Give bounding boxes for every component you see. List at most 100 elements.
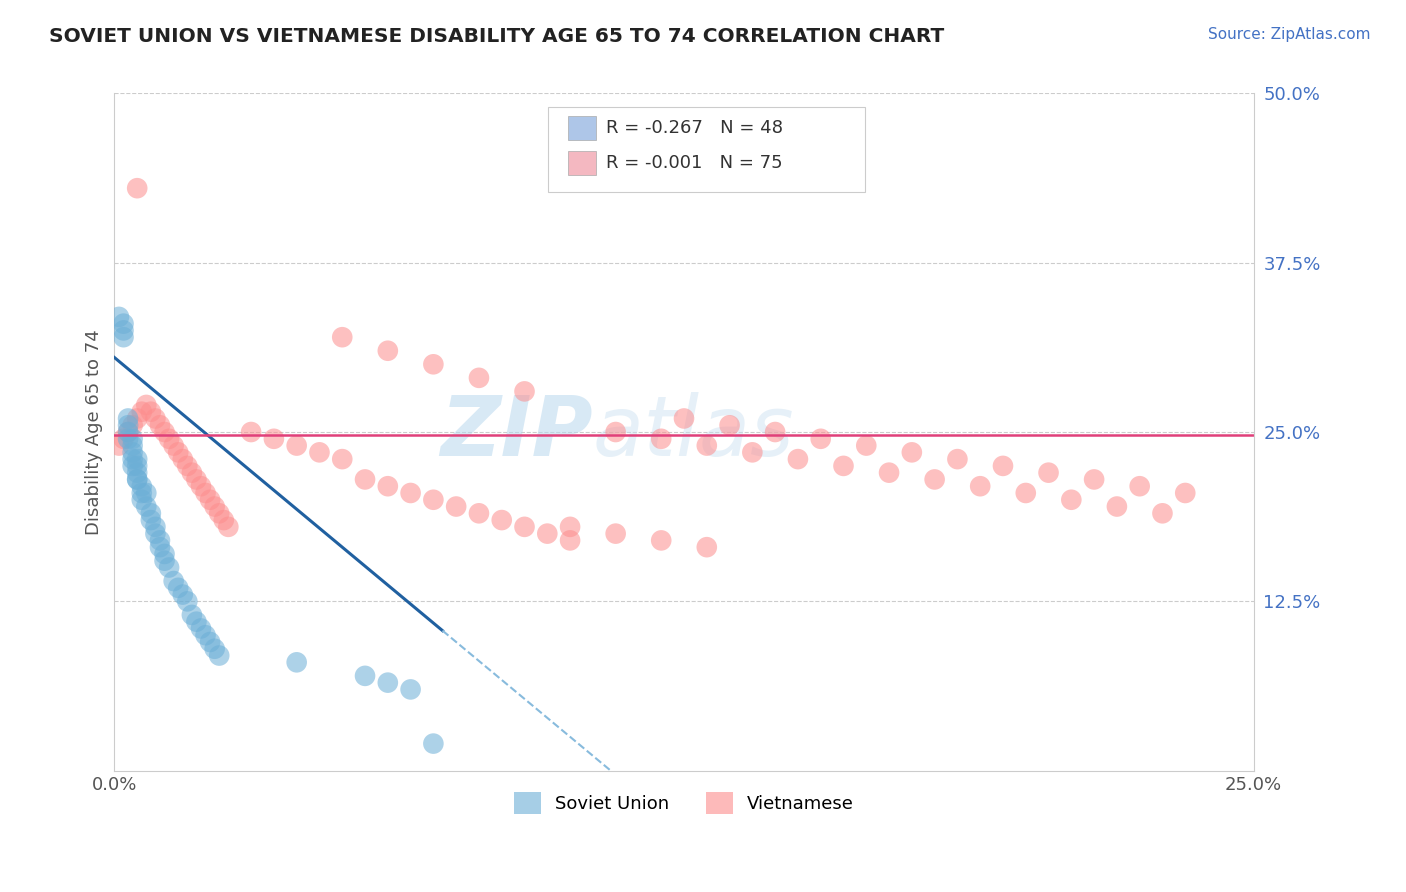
Point	[131, 479, 153, 493]
Point	[163, 439, 186, 453]
Point	[377, 343, 399, 358]
Point	[354, 472, 377, 486]
Point	[198, 492, 221, 507]
Point	[121, 432, 143, 446]
Point	[969, 479, 991, 493]
Point	[131, 486, 153, 500]
Point	[108, 439, 131, 453]
Point	[650, 432, 672, 446]
Point	[176, 458, 198, 473]
Text: atlas: atlas	[593, 392, 794, 473]
Point	[127, 472, 149, 486]
Point	[121, 418, 143, 433]
Point	[240, 425, 263, 439]
Point	[172, 452, 194, 467]
Point	[180, 466, 202, 480]
Point	[167, 445, 190, 459]
Point	[112, 330, 135, 344]
Point	[198, 635, 221, 649]
Point	[149, 418, 172, 433]
Point	[127, 411, 149, 425]
Point	[901, 445, 924, 459]
Text: Source: ZipAtlas.com: Source: ZipAtlas.com	[1208, 27, 1371, 42]
Point	[172, 588, 194, 602]
Point	[186, 472, 208, 486]
Point	[468, 371, 491, 385]
Point	[285, 439, 308, 453]
Point	[204, 641, 226, 656]
Point	[190, 622, 212, 636]
Point	[696, 540, 718, 554]
Point	[991, 458, 1014, 473]
Point	[167, 581, 190, 595]
Point	[330, 330, 353, 344]
Point	[832, 458, 855, 473]
Text: R = -0.267   N = 48: R = -0.267 N = 48	[606, 119, 783, 136]
Point	[186, 615, 208, 629]
Point	[139, 405, 162, 419]
Point	[330, 452, 353, 467]
Point	[787, 452, 810, 467]
Point	[108, 310, 131, 324]
Point	[1038, 466, 1060, 480]
Point	[1129, 479, 1152, 493]
Point	[763, 425, 786, 439]
Point	[855, 439, 877, 453]
Point	[135, 500, 157, 514]
Point	[127, 472, 149, 486]
Point	[112, 323, 135, 337]
Point	[208, 648, 231, 663]
Point	[153, 425, 176, 439]
Point	[924, 472, 946, 486]
Point	[131, 492, 153, 507]
Point	[672, 411, 695, 425]
Point	[1152, 506, 1174, 520]
Point	[354, 669, 377, 683]
Point	[194, 486, 217, 500]
Point	[285, 656, 308, 670]
Point	[536, 526, 558, 541]
Point	[194, 628, 217, 642]
Point	[204, 500, 226, 514]
Point	[127, 458, 149, 473]
Point	[208, 506, 231, 520]
Point	[741, 445, 763, 459]
Text: R = -0.001   N = 75: R = -0.001 N = 75	[606, 154, 783, 172]
Point	[605, 425, 627, 439]
Point	[149, 533, 172, 548]
Point	[117, 411, 139, 425]
Point	[127, 466, 149, 480]
Point	[558, 520, 581, 534]
Point	[157, 560, 180, 574]
Point	[1174, 486, 1197, 500]
Point	[217, 520, 239, 534]
Point	[399, 682, 422, 697]
Point	[139, 513, 162, 527]
Point	[605, 526, 627, 541]
Point	[877, 466, 900, 480]
Point	[117, 418, 139, 433]
Legend: Soviet Union, Vietnamese: Soviet Union, Vietnamese	[505, 782, 863, 822]
Point	[117, 425, 139, 439]
Point	[117, 425, 139, 439]
Point	[422, 357, 444, 371]
Point	[112, 432, 135, 446]
Point	[422, 492, 444, 507]
Point	[112, 317, 135, 331]
Point	[139, 506, 162, 520]
Point	[718, 418, 741, 433]
Point	[468, 506, 491, 520]
Text: ZIP: ZIP	[440, 392, 593, 473]
Point	[558, 533, 581, 548]
Point	[263, 432, 285, 446]
Point	[1015, 486, 1038, 500]
Point	[513, 384, 536, 399]
Point	[444, 500, 467, 514]
Point	[117, 432, 139, 446]
Point	[127, 452, 149, 467]
Point	[121, 445, 143, 459]
Point	[121, 452, 143, 467]
Point	[157, 432, 180, 446]
Point	[176, 594, 198, 608]
Point	[121, 439, 143, 453]
